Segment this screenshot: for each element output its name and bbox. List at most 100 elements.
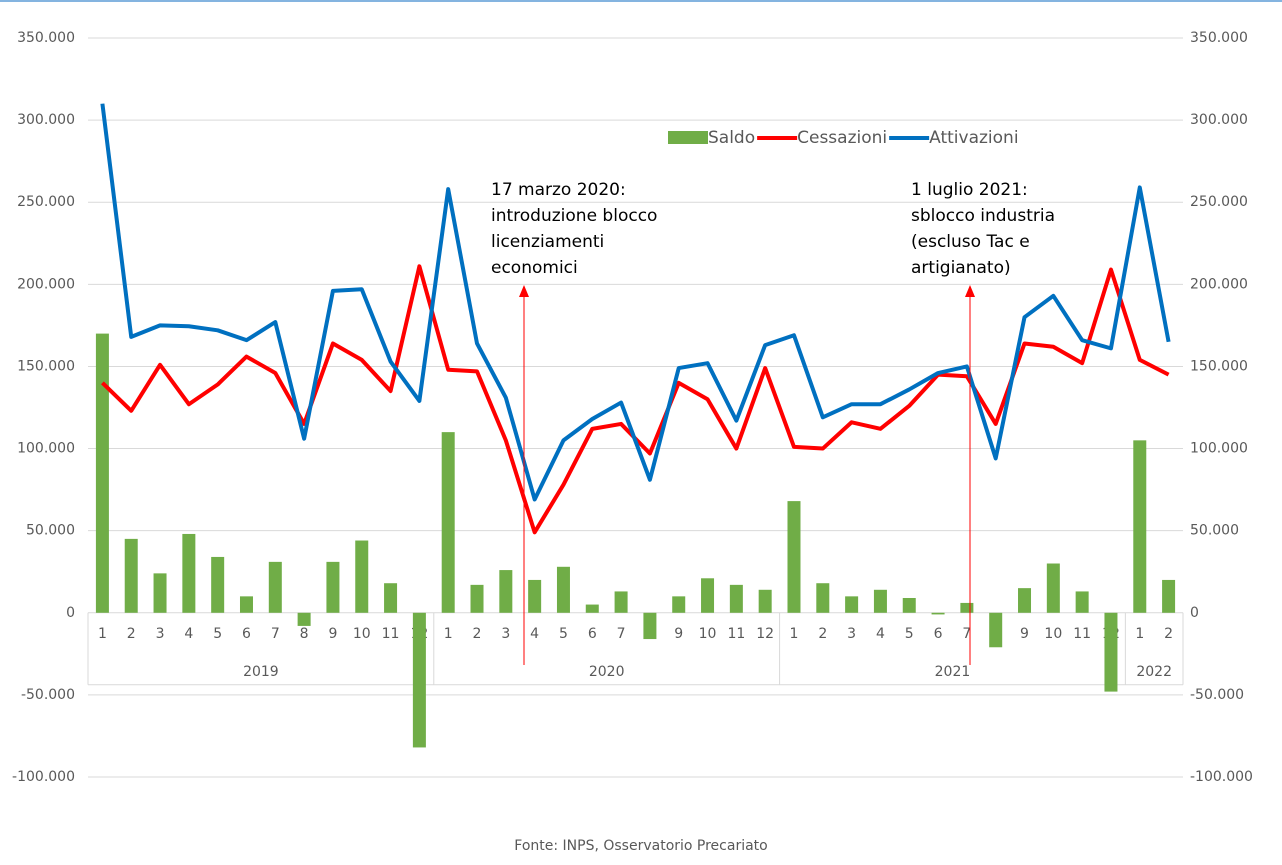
bar (470, 584, 484, 613)
bar (816, 583, 830, 613)
y2-tick-label: 100.000 (1190, 441, 1248, 457)
bar (182, 533, 196, 613)
annotation-text: licenziamenti (491, 232, 604, 252)
x-tick-label: 5 (905, 626, 914, 642)
legend-label: Saldo (708, 128, 755, 148)
legend-label: Attivazioni (929, 128, 1018, 148)
bar (960, 602, 974, 613)
annotation-text: artigianato) (911, 258, 1011, 278)
x-tick-label: 2 (127, 626, 136, 642)
y2-tick-label: 150.000 (1190, 358, 1248, 374)
group-label: 2021 (935, 664, 971, 680)
x-tick-label: 2 (1164, 626, 1173, 642)
bar (441, 432, 455, 613)
x-tick-label: 4 (876, 626, 885, 642)
x-tick-label: 7 (962, 626, 971, 642)
bar (355, 540, 369, 613)
y-tick-label: 250.000 (17, 194, 75, 210)
annotation-text: 1 luglio 2021: (911, 180, 1028, 200)
bar (153, 573, 167, 613)
annotation-text: sblocco industria (911, 206, 1055, 226)
y-tick-label: -100.000 (12, 769, 75, 785)
bar (845, 596, 859, 613)
x-tick-label: 7 (617, 626, 626, 642)
group-label: 2020 (589, 664, 625, 680)
x-tick-label: 6 (934, 626, 943, 642)
x-tick-label: 11 (382, 626, 400, 642)
annotation-text: (escluso Tac e (911, 232, 1030, 252)
bar (95, 333, 109, 613)
bar (412, 612, 426, 748)
bar (1162, 579, 1176, 613)
bar (1075, 591, 1089, 613)
bar (211, 556, 225, 613)
bar (499, 570, 513, 613)
x-tick-label: 6 (242, 626, 251, 642)
bar (1046, 563, 1060, 613)
x-tick-label: 1 (790, 626, 799, 642)
bar (326, 561, 340, 613)
y2-tick-label: 50.000 (1190, 523, 1239, 539)
bar (614, 591, 628, 613)
x-tick-label: 3 (847, 626, 856, 642)
y2-tick-label: 0 (1190, 605, 1199, 621)
bar (1133, 440, 1147, 613)
y-tick-label: 300.000 (17, 112, 75, 128)
x-tick-label: 12 (756, 626, 774, 642)
y2-tick-label: -100.000 (1190, 769, 1253, 785)
x-tick-label: 4 (530, 626, 539, 642)
legend-label: Cessazioni (797, 128, 887, 148)
y2-tick-label: 300.000 (1190, 112, 1248, 128)
annotation-text: 17 marzo 2020: (491, 180, 626, 200)
bar (384, 583, 398, 613)
y-tick-label: 200.000 (17, 276, 75, 292)
y-tick-label: 100.000 (17, 441, 75, 457)
y-tick-label: 350.000 (17, 30, 75, 46)
x-tick-label: 3 (156, 626, 165, 642)
y-tick-label: 150.000 (17, 358, 75, 374)
y-tick-label: 50.000 (26, 523, 75, 539)
x-tick-label: 1 (98, 626, 107, 642)
x-tick-label: 3 (501, 626, 510, 642)
y2-tick-label: 200.000 (1190, 276, 1248, 292)
x-tick-label: 10 (1044, 626, 1062, 642)
x-tick-label: 7 (271, 626, 280, 642)
y-tick-label: -50.000 (21, 687, 75, 703)
x-tick-label: 10 (353, 626, 371, 642)
bar (124, 538, 138, 613)
annotation-text: economici (491, 258, 578, 278)
bar (873, 589, 887, 613)
x-tick-label: 1 (444, 626, 453, 642)
x-tick-label: 5 (559, 626, 568, 642)
arrow-head (965, 285, 975, 297)
x-tick-label: 4 (184, 626, 193, 642)
bar (239, 596, 253, 613)
annotation-text: introduzione blocco (491, 206, 657, 226)
y2-tick-label: -50.000 (1190, 687, 1244, 703)
x-tick-label: 9 (1020, 626, 1029, 642)
bar (758, 589, 772, 613)
bar (701, 578, 715, 613)
x-tick-label: 9 (674, 626, 683, 642)
bar (528, 579, 542, 613)
group-label: 2022 (1136, 664, 1172, 680)
bar (787, 501, 801, 613)
x-tick-label: 6 (588, 626, 597, 642)
bar (931, 612, 945, 615)
y2-tick-label: 250.000 (1190, 194, 1248, 210)
line (100, 103, 1171, 502)
bar (1018, 588, 1032, 613)
x-tick-label: 10 (699, 626, 717, 642)
y-tick-label: 0 (66, 605, 75, 621)
group-label: 2019 (243, 664, 279, 680)
x-tick-label: 11 (1073, 626, 1091, 642)
source: Fonte: INPS, Osservatorio Precariato (514, 838, 767, 854)
x-tick-label: 9 (328, 626, 337, 642)
bar (556, 566, 570, 613)
bar (268, 561, 282, 613)
x-tick-label: 2 (818, 626, 827, 642)
bar (1104, 612, 1118, 692)
x-tick-label: 11 (727, 626, 745, 642)
